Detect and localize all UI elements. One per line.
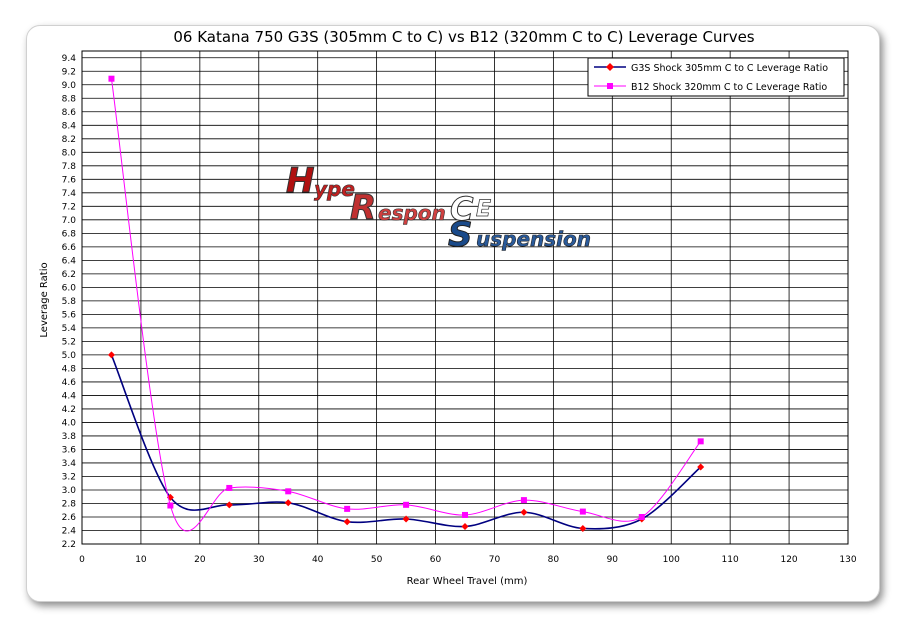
x-tick-label: 30 [253,555,265,565]
x-tick-label: 130 [839,555,856,565]
data-point [284,499,292,507]
legend-marker-b12 [607,83,613,89]
data-point [402,515,410,523]
y-tick-label: 8.6 [62,108,77,118]
y-tick-label: 2.4 [62,526,77,536]
x-tick-label: 20 [194,555,206,565]
svg-text:ype: ype [314,177,355,201]
data-point [226,484,233,491]
x-tick-label: 60 [430,555,442,565]
series-line [110,78,702,532]
data-point [108,75,115,82]
data-point [579,508,586,515]
data-point [343,518,351,526]
y-tick-label: 8.2 [62,135,76,145]
svg-text:E: E [476,197,491,222]
plot-area [81,50,849,545]
y-tick-label: 5.4 [62,324,77,334]
y-tick-label: 2.2 [62,540,76,550]
y-tick-label: 8.4 [62,121,77,131]
svg-text:espon: espon [378,201,446,225]
svg-text:uspension: uspension [476,227,591,251]
y-tick-label: 4.0 [62,418,77,428]
y-axis-label: Leverage Ratio [39,262,50,337]
g3s-series [107,351,705,532]
y-tick-label: 7.8 [62,162,77,172]
data-point [697,463,705,471]
data-point [285,488,292,495]
x-tick-label: 70 [489,555,501,565]
y-tick-label: 2.6 [62,513,77,523]
x-tick-label: 40 [312,555,324,565]
b12-series [108,75,704,532]
x-tick-label: 50 [371,555,383,565]
data-point [107,351,115,359]
x-tick-label: 10 [135,555,147,565]
y-tick-label: 9.0 [62,81,77,91]
y-tick-label: 7.0 [62,216,77,226]
data-point [225,501,233,509]
svg-text:H: H [286,161,314,201]
data-point [461,522,469,530]
y-tick-label: 5.8 [62,297,77,307]
legend-item-b12: B12 Shock 320mm C to C Leverage Ratio [631,82,827,93]
y-tick-label: 2.8 [62,499,77,509]
x-tick-label: 0 [79,555,85,565]
y-tick-label: 7.4 [62,189,77,199]
x-tick-label: 90 [607,555,619,565]
data-point [697,438,704,445]
y-tick-label: 4.6 [62,378,77,388]
legend-item-g3s: G3S Shock 305mm C to C Leverage Ratio [631,63,828,74]
chart-title: 06 Katana 750 G3S (305mm C to C) vs B12 … [173,28,754,46]
x-tick-labels: 0 10 20 30 40 50 60 70 80 90 100 110 120 130 [79,555,857,565]
x-tick-label: 120 [780,555,797,565]
y-tick-label: 4.4 [62,391,77,401]
y-tick-label: 7.6 [62,175,77,185]
y-tick-label: 3.6 [62,445,77,455]
y-tick-labels: 2.2 2.4 2.6 2.8 3.0 3.2 3.4 3.6 3.8 4.0 4.2 4.4 4.6 4… [62,54,77,550]
plot-grid [81,50,849,545]
y-tick-label: 8.8 [62,94,77,104]
x-tick-label: 80 [548,555,560,565]
y-tick-label: 8.0 [62,148,77,158]
y-tick-label: 7.2 [62,202,76,212]
x-tick-label: 100 [663,555,680,565]
legend-marker-g3s [606,63,614,71]
y-tick-label: 4.2 [62,405,76,415]
y-tick-label: 6.6 [62,243,77,253]
data-point [344,505,351,512]
x-tick-label: 110 [722,555,739,565]
x-axis-label: Rear Wheel Travel (mm) [407,576,528,587]
y-tick-label: 3.8 [62,432,77,442]
y-tick-label: 9.2 [62,67,76,77]
y-tick-label: 6.4 [62,256,77,266]
y-tick-label: 6.2 [62,270,76,280]
svg-text:C: C [450,190,474,228]
svg-text:S: S [448,215,473,255]
svg-text:R: R [350,188,376,228]
data-point [579,524,587,532]
data-point [403,501,410,508]
y-tick-label: 5.0 [62,351,77,361]
data-point [462,511,468,518]
y-tick-label: 5.6 [62,310,77,320]
y-tick-label: 4.8 [62,364,77,374]
data-point [520,508,528,516]
y-tick-label: 3.2 [62,472,76,482]
y-tick-label: 6.8 [62,229,77,239]
data-point [520,497,527,504]
legend: G3S Shock 305mm C to C Leverage Ratio B1… [587,57,845,97]
y-tick-label: 5.2 [62,337,76,347]
y-tick-label: 6.0 [62,283,77,293]
series-line [110,354,702,530]
y-tick-label: 9.4 [62,54,77,64]
data-point [167,502,174,509]
hyper-response-logo: H ype R espon C E S uspension [286,161,592,256]
y-tick-label: 3.0 [62,486,77,496]
y-tick-label: 3.4 [62,459,77,469]
data-point [638,513,645,520]
